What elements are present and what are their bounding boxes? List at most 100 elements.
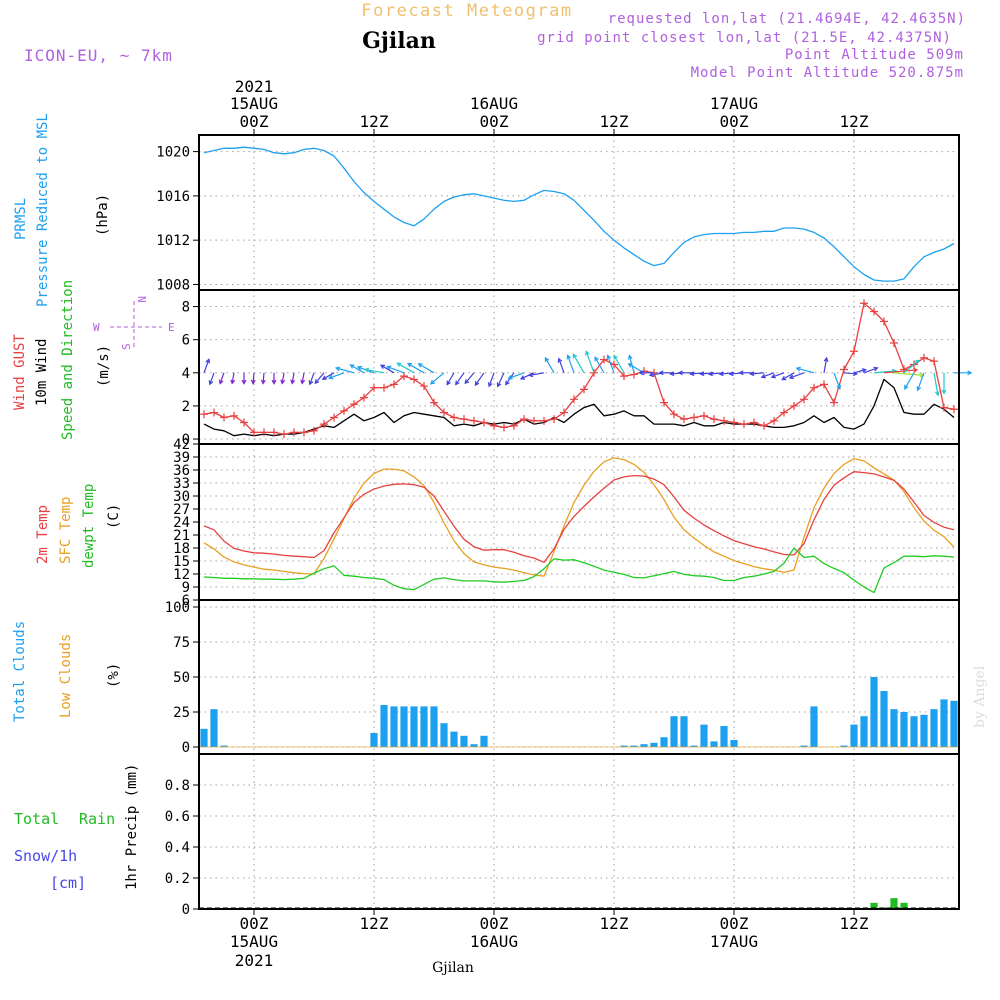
cloud-bar [670,716,678,747]
wind-vector-head [363,367,370,373]
wind-vector-head [738,370,744,376]
wind-vector-head [707,371,713,377]
compass-west: W [93,321,100,334]
clouds-tick-label: 100 [165,600,190,616]
wind-vector [203,358,211,374]
wind-vector-shaft [209,372,215,385]
wind-vector-shaft [771,372,785,378]
wind-vector-shaft [863,367,878,374]
top-time-label: 00Z [720,112,749,131]
clouds-tick-label: 75 [173,635,190,651]
wind-gust-point [370,383,378,392]
wind-vector-shaft [446,372,455,385]
wind-vector-head [496,382,502,388]
wind-vector [308,372,315,386]
cloud-bar [660,737,668,747]
cloud-bar [940,699,948,747]
wind-vector-head [718,371,724,377]
cloud-bar [640,744,648,747]
wind-gust-point [590,368,598,377]
wind-vector-head [417,363,423,368]
wind-vector-shaft [529,372,545,376]
temp-tick-label: 21 [173,528,190,544]
wind-vector-head [749,371,755,377]
wind-vector [954,370,973,376]
wind-gust-point [710,415,718,424]
wind-vector-head [861,368,867,373]
temp-tick-label: 6 [182,593,190,609]
cloud-bar [800,745,808,747]
wind-vector-head [334,366,341,372]
wind-vector-head [527,372,534,378]
wind-tick-label: 4 [182,366,190,382]
cloud-bar [370,733,378,747]
wind-vector-head [627,354,633,360]
wind-vector-head [474,381,480,387]
wind-vector [260,372,266,385]
prmsl-label: PRMSL [13,198,29,240]
wind-vector-shaft [231,372,235,384]
footer-location: Gjilan [432,960,474,976]
wind-vector-head [836,384,842,391]
cloud-bar [460,735,468,747]
wind-vector-head [967,370,973,376]
wind-vector [464,372,475,385]
precip-tick-label: 0.2 [165,871,190,887]
wind-vector [749,371,765,377]
top-time-label: 00Z [240,112,269,131]
wind-vector [795,366,815,374]
cloud-bar [950,700,958,747]
precip-tick-label: 0 [182,902,190,918]
wind-vector-head [781,375,787,381]
precip-panel-labels: Total Rain Snow/1h [cm] 1hr Precip (mm) [14,764,140,892]
wind-gust-line [203,302,955,435]
wind-vector-head [396,362,402,367]
wind-vector-head [904,384,909,390]
wind-vector-shaft [219,372,225,384]
wind-vector-head [241,379,247,385]
wind-vector-head [823,356,829,363]
wind-vector-shaft [309,372,315,385]
wind-vector-head [557,357,563,363]
top-time-label: 12Z [360,112,389,131]
wind-vector-head [728,371,734,377]
wind-vector-shaft [291,372,295,384]
temp-tick-label: 18 [173,541,190,557]
wind-gust-point [790,401,798,410]
pressure-reduced-label: Pressure Reduced to MSL [35,113,51,307]
wind-vector [903,359,920,374]
wind-vector-shaft [933,372,939,396]
wind-gust-point [240,418,248,427]
wind-vector [557,357,565,374]
cloud-bar [880,691,888,747]
rain-bar [900,902,908,909]
cloud-bar [430,706,438,747]
cloud-bar [440,723,448,747]
cloud-bar [410,706,418,747]
wind-vector-head [648,372,654,378]
cloud-bar [220,745,228,747]
precip-tick-label: 0.4 [165,840,190,856]
wind-vector-head [379,364,386,370]
wind-vector-shaft [607,355,615,374]
grid-point: grid point closest lon,lat (21.5E, 42.43… [537,30,952,46]
precip-tick-label: 0.8 [165,778,190,794]
precip-tick-label: 0.6 [165,809,190,825]
model-label: ICON-EU, ~ 7km [24,46,173,65]
wind-vector [544,356,555,374]
cloud-bar [450,731,458,747]
wind-vector [455,372,465,386]
cloud-bar [400,706,408,747]
wind-vector [496,372,505,388]
clouds-tick-label: 50 [173,670,190,686]
wind-vector-shaft [883,369,918,374]
wind-gust-point [450,413,458,422]
model-altitude: Model Point Altitude 520.875m [691,65,964,81]
wind-vector [823,356,829,373]
wind-vector-shaft [252,372,255,384]
compass-east: E [168,321,175,334]
wind-gust-point [760,421,768,430]
wind-vector [487,372,495,388]
wind-vector-head [941,389,947,395]
wind-vector [396,362,415,374]
